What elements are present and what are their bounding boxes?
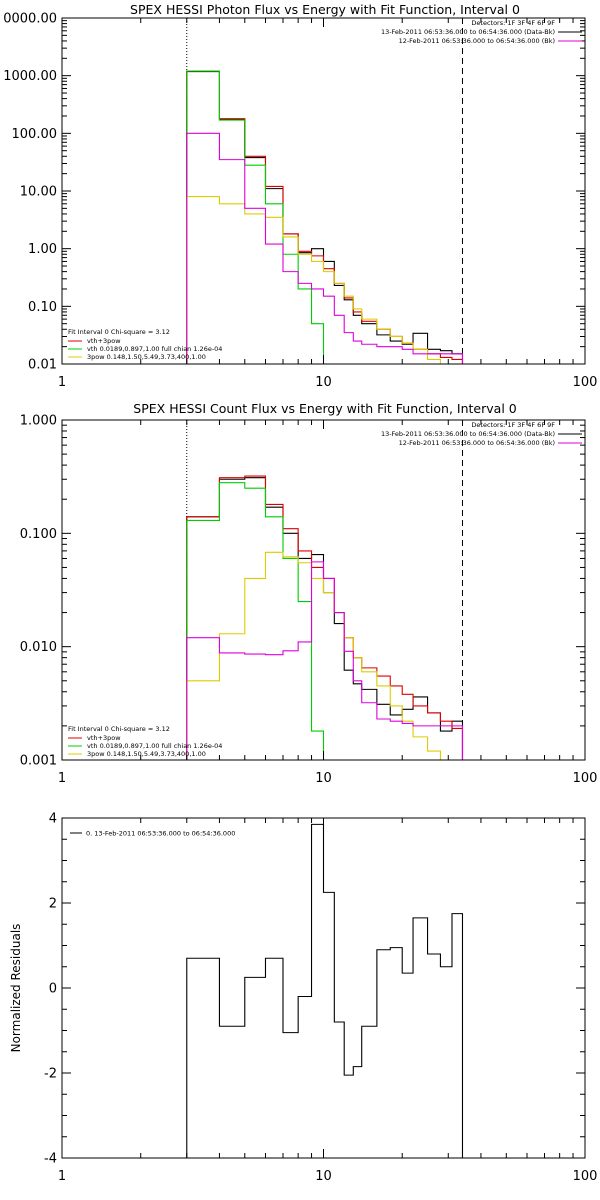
series-line-vth-3pow xyxy=(186,70,464,364)
detectors-text: Detectors: 1F 3F 4F 6F 9F xyxy=(471,19,555,27)
fit-info: Fit Interval 0 Chi-square = 3.12 vth+3po… xyxy=(68,725,222,758)
legend-3pow-text: 3pow 0.148,1.50,5.49,3.73,400,1.00 xyxy=(87,353,206,361)
legend-total-text: vth+3pow xyxy=(87,734,121,742)
y-tick-label: 100.00 xyxy=(12,127,58,142)
y-tick-label: -2 xyxy=(44,1067,57,1082)
fit-chi-square-text: Fit Interval 0 Chi-square = 3.12 xyxy=(68,328,170,336)
y-tick-label: 2 xyxy=(49,897,57,912)
info-text: Detectors: 1F 3F 4F 6F 9F 13-Feb-2011 06… xyxy=(381,19,555,45)
x-tick-label: 1 xyxy=(58,771,66,786)
y-tick-label: 0 xyxy=(49,982,57,997)
series-line-vth-0-0189-0-897-1-00-fu xyxy=(186,70,335,364)
data-lines xyxy=(186,420,464,760)
y-tick-label: 4 xyxy=(49,812,57,827)
background-interval-text: 12-Feb-2011 06:53:36.000 to 06:54:36.000… xyxy=(399,37,555,45)
info-text: Detectors: 1F 3F 4F 6F 9F 13-Feb-2011 06… xyxy=(381,421,555,447)
y-axis-label: Normalized Residuals xyxy=(9,924,23,1053)
axis-ticks: 1 10 100 -4 -2 0 2 4 xyxy=(44,812,597,1185)
chart-title: SPEX HESSI Photon Flux vs Energy with Fi… xyxy=(130,2,520,17)
axis-ticks: 1 10 100 0.01 0.10 1.00 10.00 100.00 1000.00 0000… xyxy=(3,12,597,391)
data-lines xyxy=(186,18,464,364)
y-tick-label: 0.100 xyxy=(20,527,57,542)
y-tick-label: 0000.00 xyxy=(3,12,57,27)
count-flux-panel: SPEX HESSI Count Flux vs Energy with Fit… xyxy=(20,401,598,787)
legend-total-text: vth+3pow xyxy=(87,337,121,345)
series-line-3pow-0-148-1-50-5-49-3-7 xyxy=(186,196,453,364)
series-line-series-4 xyxy=(186,561,464,760)
series-line-0-13-feb-2011-06-53-36-0 xyxy=(186,823,464,1158)
x-tick-label: 100 xyxy=(573,375,598,390)
data-lines xyxy=(186,823,464,1158)
y-tick-label: 0.10 xyxy=(28,300,57,315)
x-tick-label: 10 xyxy=(315,771,332,786)
data-interval-text: 13-Feb-2011 06:53:36.000 to 06:54:36.000… xyxy=(381,28,555,36)
legend-3pow-text: 3pow 0.148,1.50,5.49,3.73,400,1.00 xyxy=(87,750,206,758)
x-tick-label: 10 xyxy=(315,375,332,390)
legend-data-text: 0. 13-Feb-2011 06:53:36.000 to 06:54:36.… xyxy=(86,830,235,838)
x-tick-label: 1 xyxy=(58,1169,66,1184)
chart-title: SPEX HESSI Count Flux vs Energy with Fit… xyxy=(133,401,516,416)
x-tick-label: 10 xyxy=(315,1169,332,1184)
series-line-series-0 xyxy=(186,477,464,760)
x-tick-label: 100 xyxy=(573,771,598,786)
legend-vth-text: vth 0.0189,0.897,1.00 full chian 1.26e-0… xyxy=(87,742,222,750)
plot-frame xyxy=(61,17,586,365)
series-line-3pow-0-148-1-50-5-49-3-7 xyxy=(186,551,441,760)
y-tick-label: 0.001 xyxy=(20,754,57,769)
y-tick-label: -4 xyxy=(44,1152,57,1167)
axis-ticks: 1 10 100 0.001 0.010 0.100 1.000 xyxy=(20,414,598,787)
series-line-vth-3pow xyxy=(186,475,464,760)
residuals-panel: 1 10 100 -4 -2 0 2 4 Normalized Residuals 0. 13… xyxy=(9,812,597,1185)
background-interval-text: 12-Feb-2011 06:53:36.000 to 06:54:36.000… xyxy=(399,439,555,447)
series-line-series-4 xyxy=(186,132,464,364)
x-tick-label: 100 xyxy=(573,1169,598,1184)
y-tick-label: 10.00 xyxy=(20,185,57,200)
x-tick-label: 1 xyxy=(58,375,66,390)
legend-vth-text: vth 0.0189,0.897,1.00 full chian 1.26e-0… xyxy=(87,345,222,353)
fit-chi-square-text: Fit Interval 0 Chi-square = 3.12 xyxy=(68,725,170,733)
photon-flux-panel: SPEX HESSI Photon Flux vs Energy with Fi… xyxy=(3,2,597,391)
y-tick-label: 1000.00 xyxy=(3,69,57,84)
detectors-text: Detectors: 1F 3F 4F 6F 9F xyxy=(471,421,555,429)
series-line-vth-0-0189-0-897-1-00-fu xyxy=(186,482,325,760)
data-interval-text: 13-Feb-2011 06:53:36.000 to 06:54:36.000… xyxy=(381,430,555,438)
y-tick-label: 0.01 xyxy=(28,358,57,373)
y-tick-label: 1.00 xyxy=(28,242,57,257)
y-tick-label: 1.000 xyxy=(20,414,57,429)
y-tick-label: 0.010 xyxy=(20,640,57,655)
fit-info: Fit Interval 0 Chi-square = 3.12 vth+3po… xyxy=(68,328,222,361)
